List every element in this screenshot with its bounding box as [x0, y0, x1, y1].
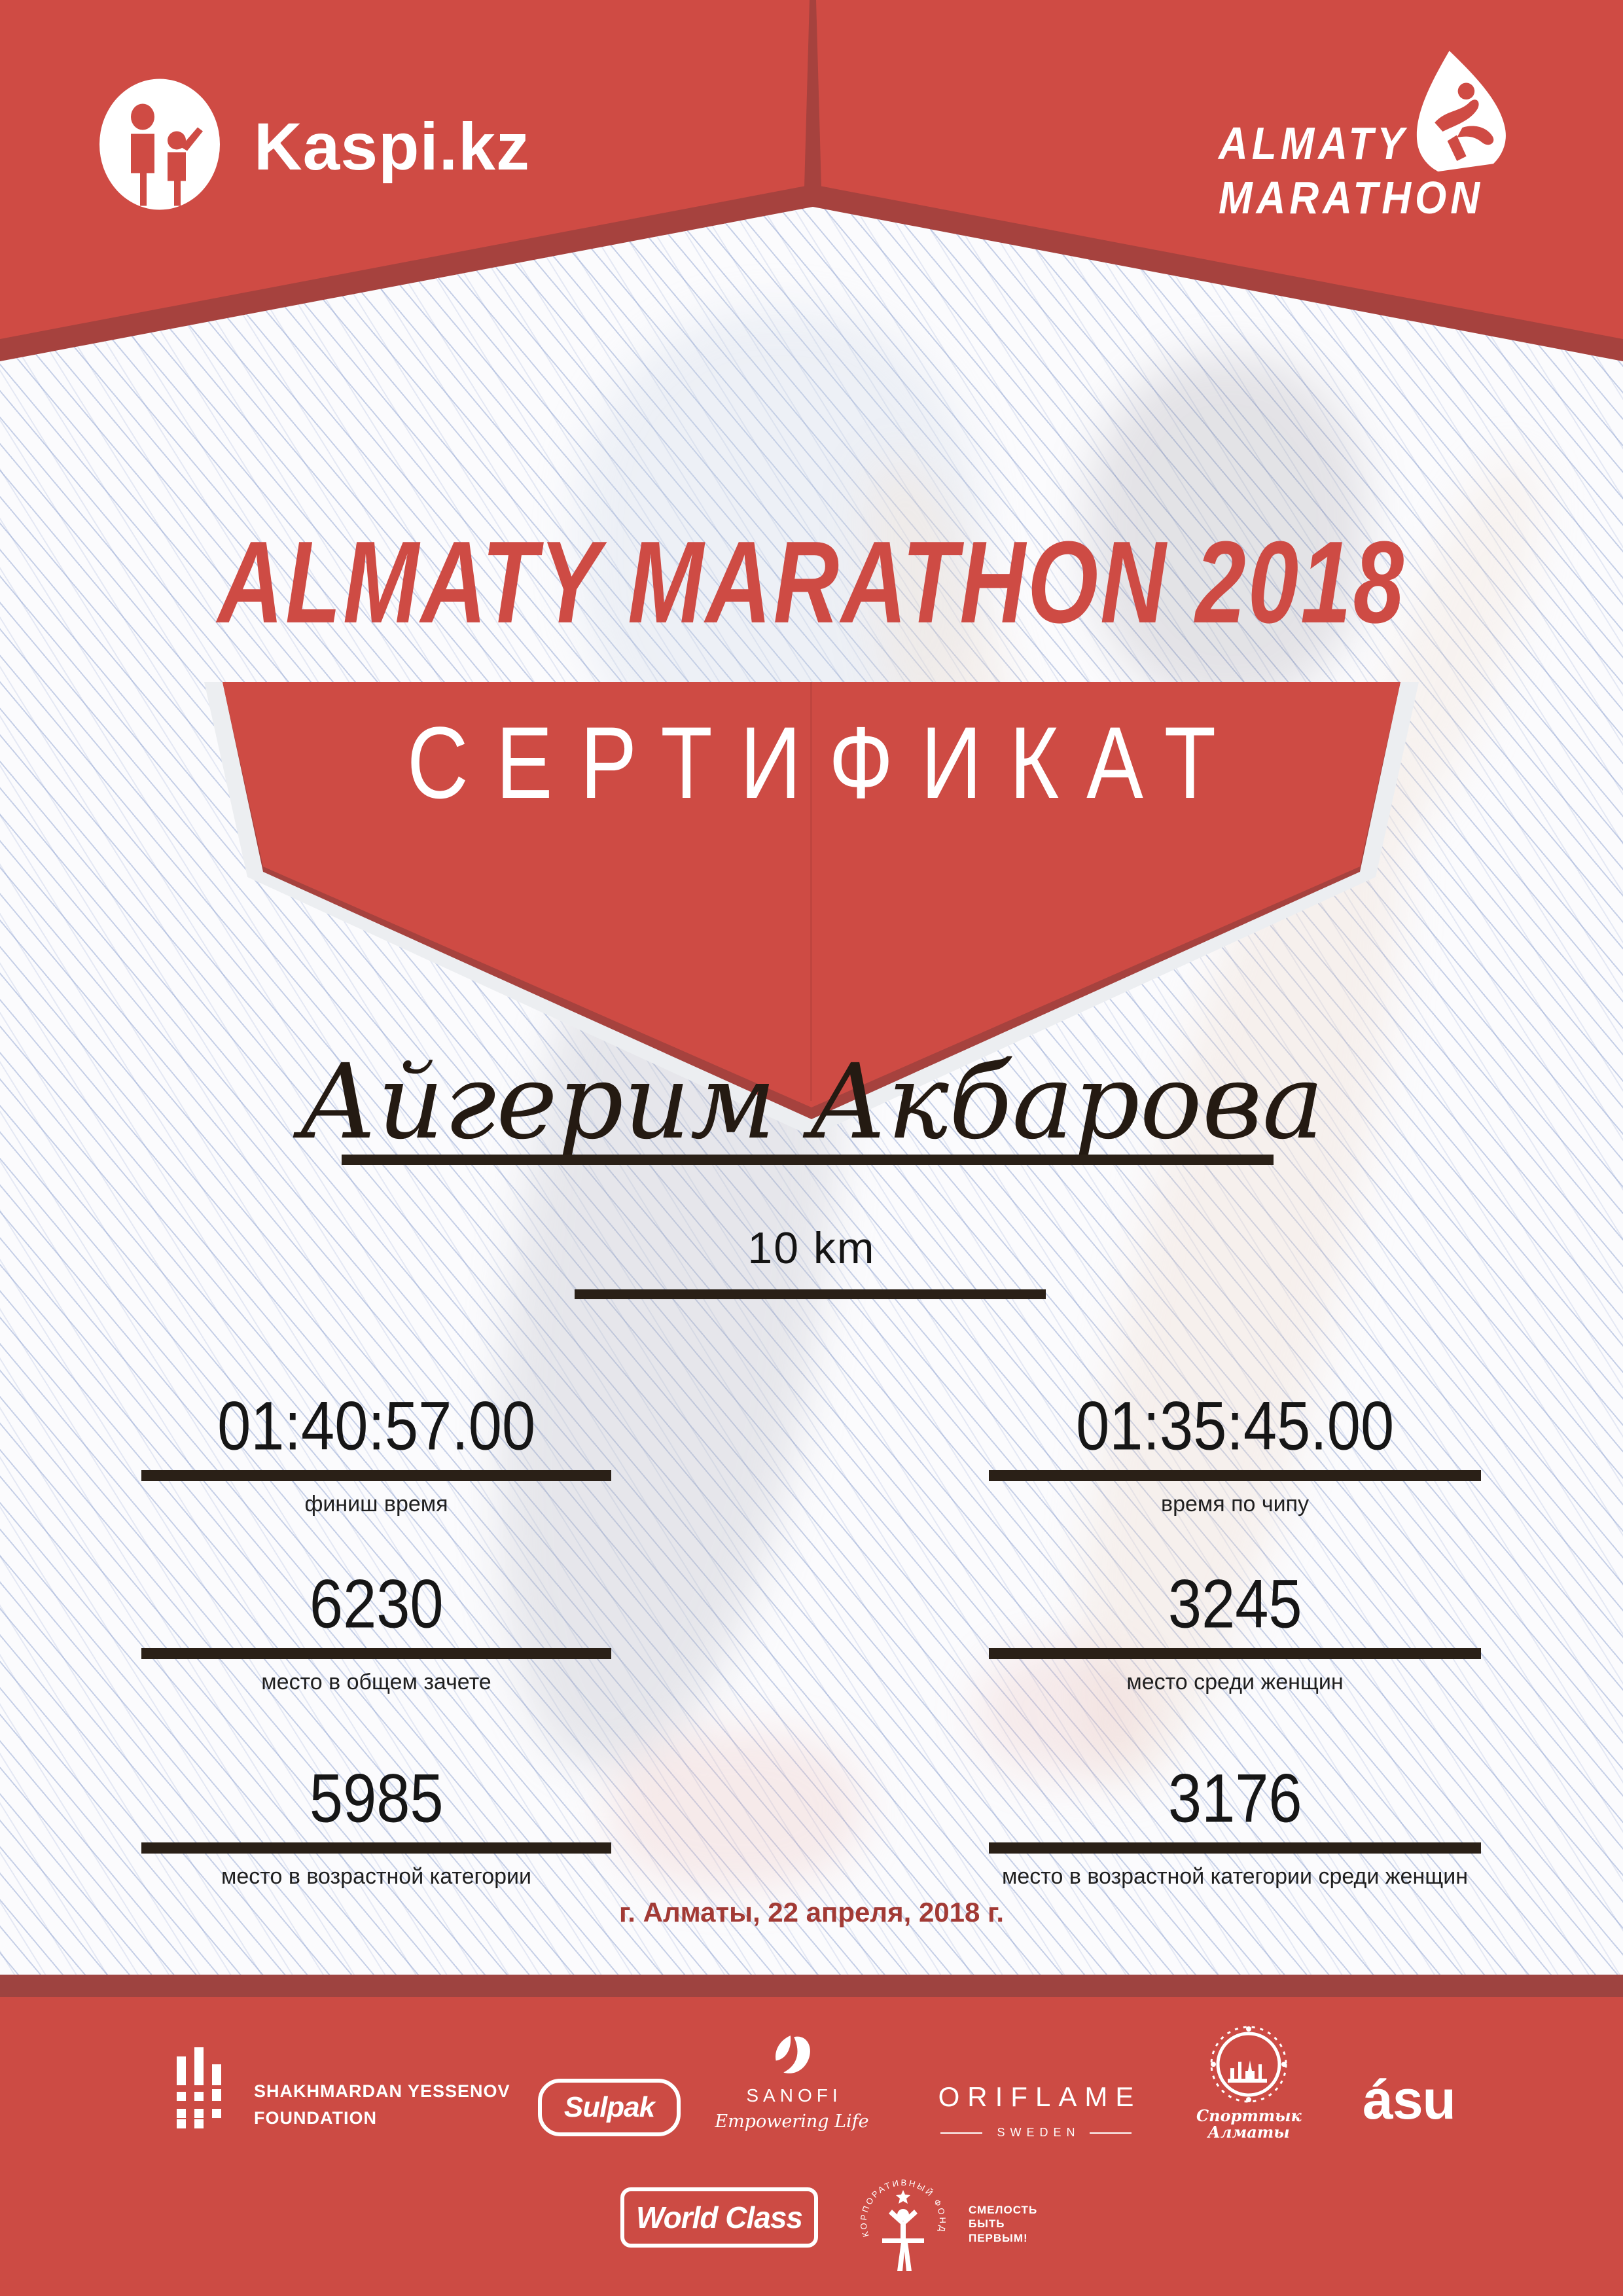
kaspi-logo: Kaspi.kz [98, 77, 529, 211]
fund-motto-line1: СМЕЛОСТЬ [969, 2204, 1038, 2216]
sulpak-wordmark: Sulpak [563, 2091, 655, 2123]
stat-finish-time: 01:40:57.00 финиш время [92, 1388, 661, 1517]
certificate-banner: СЕРТИФИКАТ [204, 682, 1419, 1140]
banner-label: СЕРТИФИКАТ [204, 705, 1419, 819]
sanofi-bird-icon [775, 2036, 810, 2073]
fund-motto-line3: ПЕРВЫМ! [969, 2231, 1028, 2244]
stat-value: 01:40:57.00 [217, 1388, 536, 1465]
sport-almaty-line1: Спорттык [1196, 2106, 1302, 2125]
stat-underline [141, 1470, 611, 1481]
race-distance: 10 km [747, 1223, 876, 1273]
place-and-date: г. Алматы, 22 апреля, 2018 г. [619, 1897, 1004, 1928]
stat-value: 6230 [309, 1566, 444, 1643]
yessenov-line2: FOUNDATION [254, 2108, 377, 2128]
almaty-marathon-line2: MARATHON [1219, 173, 1484, 224]
stat-label: место среди женщин [1126, 1670, 1344, 1695]
world-class-wordmark: World Class [636, 2200, 803, 2234]
corporate-fund-logo: КОРПОРАТИВНЫЙ ФОНД [851, 2165, 955, 2296]
stat-underline [141, 1842, 611, 1854]
photo-hint-shoe [609, 1728, 864, 1892]
recipient-name: Айгерим Акбарова [299, 1042, 1324, 1162]
sport-almaty-emblem-icon [1210, 2026, 1287, 2103]
oriflame-origin: SWEDEN [921, 2126, 1150, 2140]
stat-label: место в возрастной категории среди женщи… [1002, 1864, 1468, 1889]
stat-value: 5985 [309, 1760, 444, 1837]
sanofi-wordmark: SANOFI [746, 2085, 842, 2106]
stat-underline [989, 1842, 1481, 1854]
stat-label: финиш время [304, 1492, 448, 1516]
rule-right [1089, 2132, 1132, 2134]
kaspi-family-icon [99, 79, 220, 210]
almaty-marathon-line1: ALMATY [1219, 118, 1408, 170]
stat-value: 01:35:45.00 [1075, 1388, 1395, 1465]
stat-women-place: 3245 место среди женщин [950, 1566, 1520, 1695]
oriflame-logo: ORIFLAME SWEDEN [921, 2081, 1150, 2140]
yessenov-foundation-wordmark: SHAKHMARDAN YESSENOV FOUNDATION [254, 2083, 510, 2127]
sanofi-tagline: Empowering Life [715, 2111, 869, 2132]
fund-motto: СМЕЛОСТЬ БЫТЬ ПЕРВЫМ! [969, 2203, 1037, 2245]
star-icon [896, 2190, 910, 2204]
stat-overall-place: 6230 место в общем зачете [92, 1566, 661, 1695]
photo-hint-top [1086, 353, 1368, 707]
stat-label: время по чипу [1161, 1492, 1309, 1516]
stat-value: 3245 [1168, 1566, 1302, 1643]
stat-label: место в возрастной категории [221, 1864, 531, 1889]
world-class-logo: World Class [620, 2187, 818, 2248]
oriflame-wordmark: ORIFLAME [938, 2081, 1142, 2112]
banner-fold-line [810, 682, 812, 1101]
banner-label-text: СЕРТИФИКАТ [406, 705, 1244, 820]
event-title: ALMATY MARATHON 2018 [0, 517, 1623, 647]
stat-age-women-place: 3176 место в возрастной категории среди … [950, 1760, 1520, 1890]
sport-almaty-line2: Алматы [1207, 2123, 1290, 2142]
stat-chip-time: 01:35:45.00 время по чипу [950, 1388, 1520, 1517]
fund-motto-line2: БЫТЬ [969, 2217, 1005, 2231]
oriflame-origin-text: SWEDEN [997, 2126, 1080, 2139]
yessenov-foundation-icon [177, 2047, 223, 2132]
stat-underline [141, 1648, 611, 1659]
photo-hint-shoe-2 [975, 1643, 1152, 1780]
sanofi-logo: SANOFI Empowering Life [707, 2034, 877, 2132]
yessenov-line1: SHAKHMARDAN YESSENOV [254, 2081, 510, 2101]
footer-accent-strip [0, 1975, 1623, 1997]
stat-underline [989, 1648, 1481, 1659]
sport-almaty-wordmark: Спорттык Алматы [1196, 2106, 1302, 2142]
asu-logo: ásu [1363, 2069, 1456, 2130]
sulpak-logo: Sulpak [538, 2079, 681, 2136]
name-underline [342, 1155, 1274, 1165]
sport-almaty-logo: Спорттык Алматы [1196, 2024, 1302, 2142]
event-title-text: ALMATY MARATHON 2018 [217, 516, 1406, 648]
stat-value: 3176 [1168, 1760, 1302, 1837]
stat-label: место в общем зачете [261, 1670, 491, 1695]
rule-left [940, 2132, 983, 2134]
stat-age-place: 5985 место в возрастной категории [92, 1760, 661, 1890]
kaspi-wordmark: Kaspi.kz [254, 109, 530, 184]
distance-underline [575, 1289, 1046, 1299]
stat-underline [989, 1470, 1481, 1481]
runner-drop-icon [1393, 39, 1521, 179]
almaty-marathon-wordmark: ALMATY MARATHON [1219, 118, 1484, 224]
